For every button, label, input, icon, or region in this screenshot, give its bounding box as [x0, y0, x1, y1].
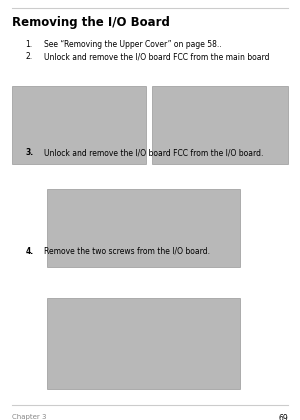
Text: Unlock and remove the I/O board FCC from the main board: Unlock and remove the I/O board FCC from… — [44, 52, 269, 61]
Text: Removing the I/O Board: Removing the I/O Board — [12, 16, 170, 29]
Text: 2.: 2. — [26, 52, 33, 61]
Text: Remove the two screws from the I/O board.: Remove the two screws from the I/O board… — [44, 247, 209, 256]
Bar — [46, 298, 240, 388]
Text: 69: 69 — [278, 414, 288, 420]
Bar — [46, 189, 240, 267]
Text: Chapter 3: Chapter 3 — [12, 414, 46, 420]
Text: See “Removing the Upper Cover” on page 58..: See “Removing the Upper Cover” on page 5… — [44, 40, 221, 49]
Text: 3.: 3. — [26, 148, 34, 157]
Text: 4.: 4. — [26, 247, 34, 256]
Text: Unlock and remove the I/O board FCC from the I/O board.: Unlock and remove the I/O board FCC from… — [44, 148, 263, 157]
Bar — [12, 86, 146, 164]
Bar — [152, 86, 288, 164]
Text: 1.: 1. — [26, 40, 33, 49]
